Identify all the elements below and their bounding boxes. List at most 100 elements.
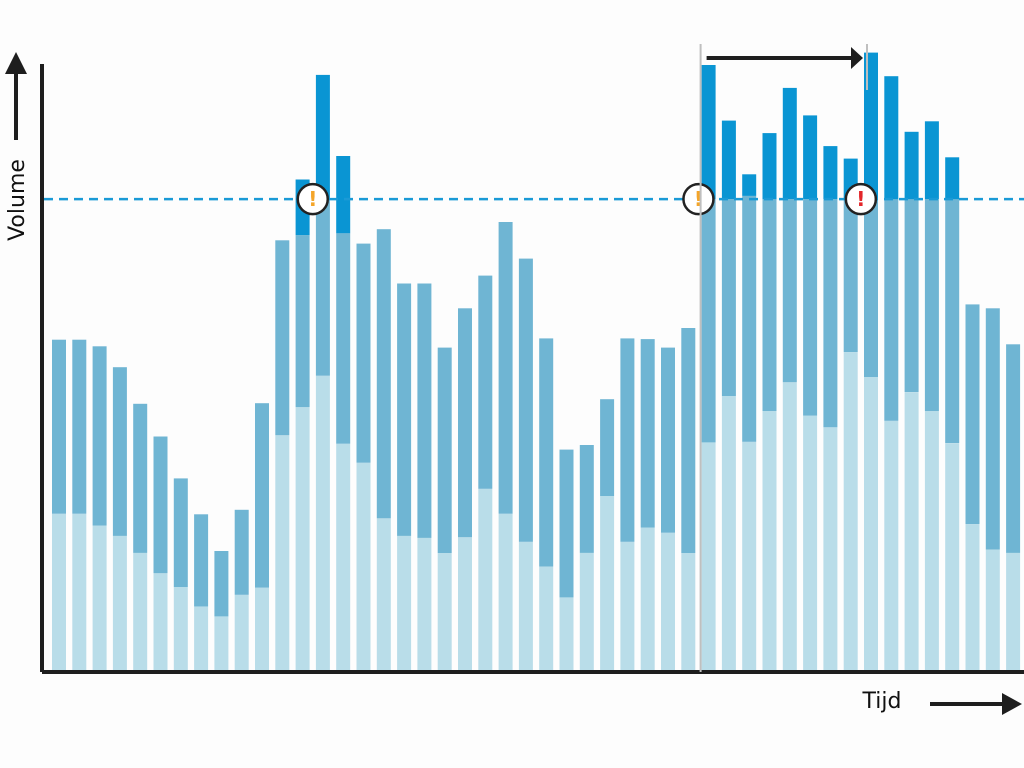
bar-20-segment-2 bbox=[437, 347, 452, 553]
bar-35-segment-1 bbox=[742, 441, 757, 670]
bar-22-segment-2 bbox=[478, 275, 493, 489]
bar-1-segment-2 bbox=[52, 339, 66, 514]
bar-40-segment-2 bbox=[843, 199, 858, 353]
bar-28-segment-1 bbox=[600, 496, 615, 670]
bar-14-segment-3 bbox=[315, 74, 330, 200]
bar-16-segment-1 bbox=[356, 462, 371, 670]
bar-29-segment-1 bbox=[620, 541, 635, 670]
bar-1-segment-1 bbox=[52, 513, 66, 670]
bar-23-segment-1 bbox=[498, 513, 513, 670]
bar-17-segment-2 bbox=[376, 229, 391, 519]
bar-10-segment-1 bbox=[234, 594, 249, 670]
bar-26-segment-1 bbox=[559, 597, 574, 670]
bar-48-segment-1 bbox=[1006, 552, 1021, 670]
bar-10-segment-2 bbox=[234, 509, 249, 595]
bar-43-segment-3 bbox=[904, 131, 919, 200]
bar-48-segment-2 bbox=[1006, 344, 1021, 553]
annotations-layer: !!! bbox=[296, 44, 878, 672]
bar-15-segment-1 bbox=[336, 443, 351, 670]
bar-6-segment-1 bbox=[153, 573, 168, 670]
bar-14-segment-1 bbox=[315, 375, 330, 670]
bar-47-segment-1 bbox=[985, 549, 1000, 670]
bar-21-segment-2 bbox=[458, 308, 472, 538]
bars-layer bbox=[52, 52, 1021, 670]
bar-44-segment-1 bbox=[924, 411, 939, 670]
x-axis-label: Tijd bbox=[862, 689, 902, 714]
x-arrow-head bbox=[1002, 693, 1022, 715]
bar-34-segment-3 bbox=[721, 120, 736, 200]
warning-icon bbox=[296, 182, 329, 216]
bar-15-segment-3 bbox=[336, 156, 351, 234]
bar-19-segment-1 bbox=[417, 537, 432, 670]
bar-43-segment-2 bbox=[904, 199, 919, 392]
warning-icon-glyph-3: ! bbox=[856, 187, 865, 211]
bar-36-segment-3 bbox=[762, 133, 777, 200]
bar-12-segment-2 bbox=[275, 240, 290, 436]
y-axis-label: Volume bbox=[5, 159, 30, 241]
axes: Volume Tijd bbox=[5, 52, 1024, 715]
bar-21-segment-1 bbox=[458, 537, 472, 670]
bar-47-segment-2 bbox=[985, 308, 1000, 550]
bar-19-segment-2 bbox=[417, 283, 432, 538]
bar-3-segment-1 bbox=[92, 525, 107, 670]
bar-7-segment-1 bbox=[173, 586, 188, 670]
bar-28-segment-2 bbox=[600, 399, 615, 496]
warning-icon-glyph-2: ! bbox=[694, 187, 703, 211]
bar-24-segment-2 bbox=[518, 258, 533, 542]
bar-31-segment-1 bbox=[661, 532, 675, 670]
bar-3-segment-2 bbox=[92, 346, 107, 526]
bar-35-segment-2 bbox=[742, 195, 757, 442]
bar-27-segment-1 bbox=[579, 552, 594, 670]
bar-25-segment-1 bbox=[539, 566, 554, 670]
bar-30-segment-2 bbox=[640, 339, 655, 528]
bar-38-segment-2 bbox=[803, 199, 818, 416]
bar-9-segment-1 bbox=[214, 616, 229, 670]
bar-25-segment-2 bbox=[539, 338, 554, 567]
bar-44-segment-2 bbox=[924, 199, 939, 411]
bar-44-segment-3 bbox=[924, 121, 939, 200]
bar-39-segment-1 bbox=[823, 427, 838, 670]
bar-45-segment-3 bbox=[945, 157, 960, 200]
bar-41-segment-1 bbox=[864, 377, 878, 670]
bar-8-segment-2 bbox=[194, 514, 209, 607]
bar-29-segment-2 bbox=[620, 338, 635, 542]
bar-42-segment-2 bbox=[884, 199, 899, 421]
bar-13-segment-1 bbox=[295, 407, 310, 670]
bar-36-segment-1 bbox=[762, 411, 777, 670]
bar-45-segment-2 bbox=[945, 199, 960, 443]
bar-36-segment-2 bbox=[762, 199, 777, 411]
bar-15-segment-2 bbox=[336, 233, 351, 444]
bar-6-segment-2 bbox=[153, 436, 168, 574]
bar-43-segment-1 bbox=[904, 392, 919, 670]
bar-5-segment-1 bbox=[133, 552, 148, 670]
bar-20-segment-1 bbox=[437, 552, 452, 670]
bar-42-segment-3 bbox=[884, 76, 899, 200]
interval-arrow-head bbox=[851, 47, 863, 69]
bar-34-segment-1 bbox=[721, 396, 736, 670]
bar-13-segment-2 bbox=[295, 235, 310, 408]
bar-18-segment-2 bbox=[397, 283, 412, 536]
warning-icon-glyph-1: ! bbox=[308, 187, 317, 211]
bar-24-segment-1 bbox=[518, 541, 533, 670]
bar-45-segment-1 bbox=[945, 443, 960, 670]
bar-4-segment-1 bbox=[112, 535, 127, 670]
bar-27-segment-2 bbox=[579, 445, 594, 553]
bar-42-segment-1 bbox=[884, 420, 899, 670]
bar-46-segment-1 bbox=[965, 524, 980, 670]
warning-icon bbox=[844, 182, 878, 216]
bar-14-segment-2 bbox=[315, 199, 330, 376]
bar-37-segment-1 bbox=[782, 382, 797, 670]
bar-4-segment-2 bbox=[112, 367, 127, 536]
y-arrow-head bbox=[5, 52, 27, 74]
bar-11-segment-2 bbox=[255, 403, 269, 588]
bar-22-segment-1 bbox=[478, 488, 493, 670]
bar-33-segment-3 bbox=[701, 65, 716, 200]
bar-39-segment-2 bbox=[823, 199, 838, 428]
warning-icon bbox=[682, 182, 715, 216]
bar-23-segment-2 bbox=[498, 222, 513, 514]
bar-5-segment-2 bbox=[133, 403, 148, 553]
bar-30-segment-1 bbox=[640, 527, 655, 670]
bar-35-segment-3 bbox=[742, 174, 757, 196]
bar-8-segment-1 bbox=[194, 606, 209, 670]
